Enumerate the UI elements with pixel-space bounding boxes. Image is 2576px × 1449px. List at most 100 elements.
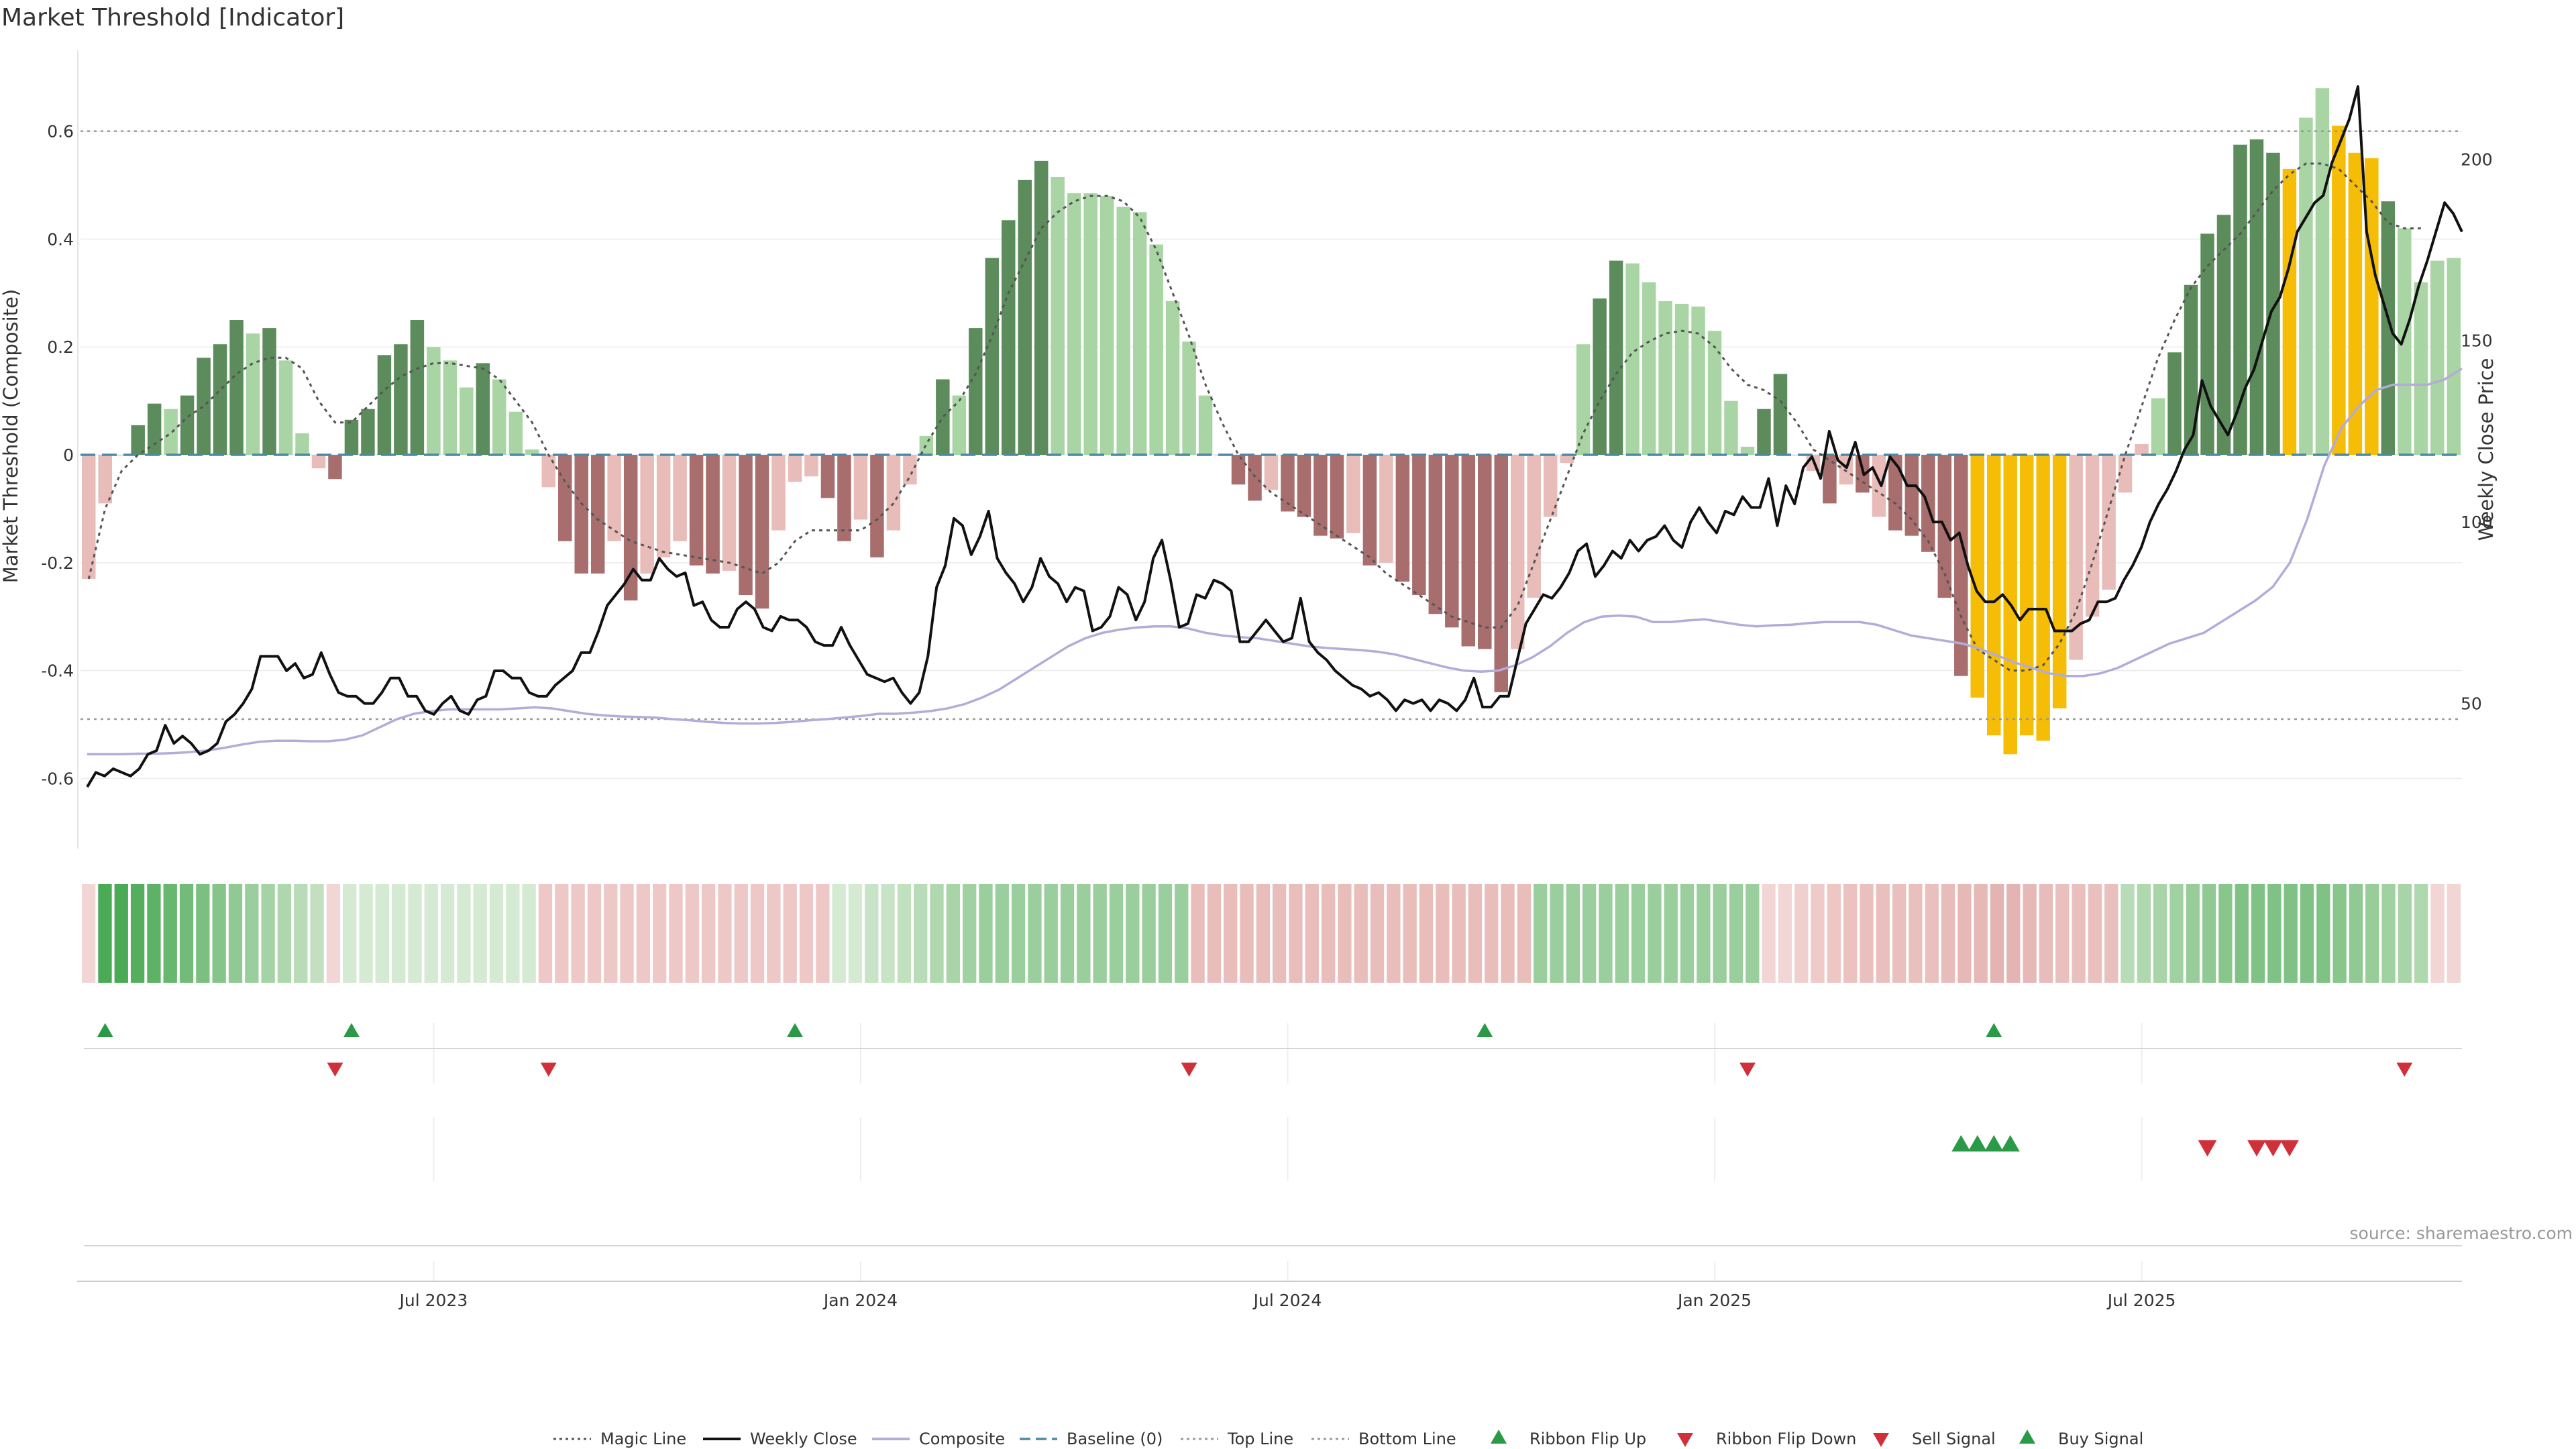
ribbon-cell <box>261 884 275 983</box>
threshold-bar <box>131 425 145 455</box>
threshold-bar <box>574 455 588 574</box>
threshold-bar <box>1954 455 1968 676</box>
threshold-bar <box>1330 455 1344 539</box>
threshold-bar <box>1674 303 1689 455</box>
threshold-bar <box>1428 455 1443 614</box>
ribbon-cell <box>1436 884 1450 983</box>
threshold-bar <box>2266 152 2280 455</box>
ribbon-cell <box>669 884 683 983</box>
threshold-bar <box>985 258 1000 455</box>
axes-layer: 0.6 0.4 0.2 0 -0.2 -0.4 -0.6 200 150 100 50 Jul 202… <box>41 50 2493 1310</box>
ribbon-cell <box>1142 884 1156 983</box>
threshold-bar <box>2447 258 2461 455</box>
y-tick-label: 0.4 <box>47 229 74 249</box>
threshold-bar <box>508 411 523 455</box>
legend-item: Bottom Line <box>1311 1430 1456 1448</box>
threshold-bar <box>1165 301 1180 455</box>
legend-item: Ribbon Flip Down <box>1677 1430 1856 1448</box>
legend-label: Baseline (0) <box>1067 1430 1163 1448</box>
ribbon-cell <box>1909 884 1923 983</box>
threshold-bar <box>1461 455 1476 647</box>
ribbon-flip-up-marker <box>787 1023 803 1037</box>
buy-signal-marker <box>1984 1135 2004 1152</box>
ribbon-cell <box>2316 884 2330 983</box>
y2-tick-label: 200 <box>2461 150 2493 169</box>
ribbon-cell <box>1028 884 1042 983</box>
ribbon-cell <box>1175 884 1189 983</box>
legend-swatch <box>1873 1433 1889 1447</box>
ribbon-cell <box>1289 884 1303 983</box>
threshold-bar <box>607 455 621 541</box>
threshold-bar <box>2151 398 2165 455</box>
ribbon-cell <box>1680 884 1695 983</box>
ribbon-cell <box>163 884 177 983</box>
ribbon-cell <box>1207 884 1222 983</box>
threshold-bar <box>1609 260 1623 455</box>
ribbon-cell <box>1746 884 1760 983</box>
threshold-bar <box>460 387 474 455</box>
ribbon-cell <box>604 884 618 983</box>
ribbon-cell <box>538 884 553 983</box>
legend-item: Sell Signal <box>1873 1430 1996 1448</box>
ribbon-cell <box>1060 884 1075 983</box>
threshold-bar <box>2332 125 2346 455</box>
ribbon-cell <box>1305 884 1319 983</box>
ribbon-cell <box>946 884 961 983</box>
threshold-bar <box>1002 220 1016 455</box>
threshold-bar <box>1904 455 1919 536</box>
threshold-bar <box>262 328 276 455</box>
threshold-bar <box>1313 455 1328 536</box>
ribbon-cell <box>2267 884 2282 983</box>
threshold-bar <box>197 358 211 455</box>
y2-axis-label: Weekly Close Price <box>2475 358 2498 541</box>
threshold-bar <box>1593 298 1607 455</box>
legend-swatch <box>1677 1433 1693 1447</box>
ribbon-flip-up-marker <box>97 1023 113 1037</box>
threshold-bar <box>886 455 901 531</box>
source-label: source: sharemaestro.com <box>2350 1224 2573 1243</box>
grid-layer <box>80 130 2462 1281</box>
threshold-bar <box>2233 144 2247 455</box>
threshold-bar <box>1839 455 1854 485</box>
ribbon-cell <box>1892 884 1907 983</box>
ribbon-cell <box>343 884 357 983</box>
x-tick-label: Jul 2023 <box>398 1291 468 1310</box>
ribbon-cell <box>2447 884 2461 983</box>
threshold-bar <box>525 449 539 455</box>
y2-tick-label: 150 <box>2461 331 2493 351</box>
threshold-bar <box>1543 455 1558 517</box>
sell-signal-marker <box>2198 1140 2217 1157</box>
ribbon-cell <box>2349 884 2363 983</box>
y-tick-label: -0.4 <box>41 661 74 681</box>
ribbon-cell <box>2332 884 2347 983</box>
threshold-bar <box>492 379 506 455</box>
ribbon-cell <box>1729 884 1743 983</box>
ribbon-cell <box>1697 884 1711 983</box>
ribbon-cell <box>865 884 879 983</box>
ribbon-cell <box>1044 884 1058 983</box>
threshold-bar <box>1051 176 1065 455</box>
ribbon-cell <box>1941 884 1955 983</box>
ribbon-cell <box>522 884 536 983</box>
threshold-bar <box>969 328 983 455</box>
threshold-bar <box>1773 374 1788 455</box>
y2-tick-label: 100 <box>2461 513 2493 532</box>
threshold-bar <box>229 320 244 455</box>
threshold-bar <box>870 455 884 557</box>
threshold-bar <box>2036 455 2050 741</box>
ribbon-cell <box>130 884 145 983</box>
legend-label: Ribbon Flip Up <box>1529 1430 1646 1448</box>
threshold-bar <box>2118 455 2133 493</box>
ribbon-cell <box>179 884 194 983</box>
threshold-bar <box>2414 282 2428 455</box>
ribbon-cell <box>2218 884 2233 983</box>
legend-label: Bottom Line <box>1358 1430 1456 1448</box>
threshold-bar <box>1757 409 1771 455</box>
legend-label: Ribbon Flip Down <box>1716 1430 1856 1448</box>
threshold-bar <box>1658 301 1672 455</box>
threshold-bar <box>328 455 342 480</box>
threshold-bar <box>1248 455 1262 501</box>
ribbon-cell <box>1925 884 1939 983</box>
